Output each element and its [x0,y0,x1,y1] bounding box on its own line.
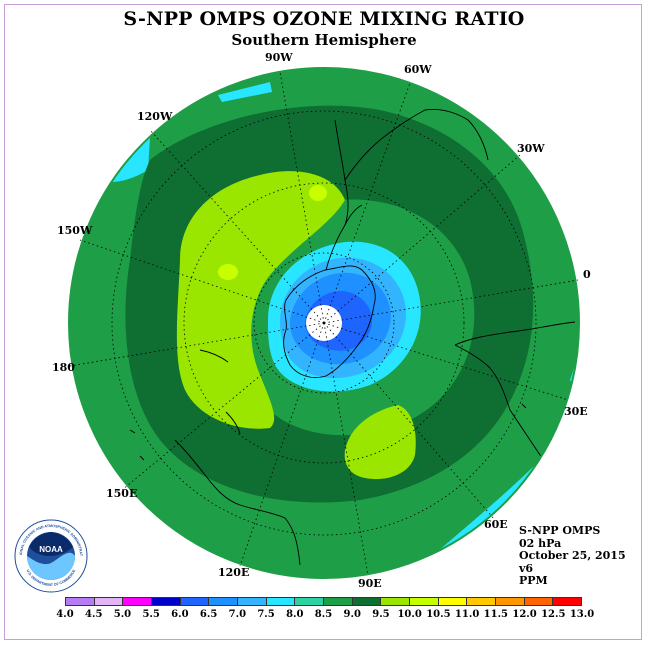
islands [129,403,527,461]
australia-coastline [174,439,301,566]
lon-label-90w: 90W [265,51,293,64]
colorbar-swatch [524,598,554,605]
colorbar-label: 10.5 [426,609,451,620]
map-subtitle: Southern Hemisphere [231,31,417,49]
new-zealand-coastline [199,349,241,435]
lon-label-120w: 120W [137,110,173,123]
colorbar-swatch [66,598,95,605]
lon-label-0: 0 [583,268,591,281]
colorbar-label: 9.5 [372,609,390,620]
colorbar-label: 4.0 [56,609,74,620]
colorbar-label: 9.0 [343,609,361,620]
contour-9-5-b [309,185,327,201]
page-frame [4,4,642,640]
colorbar-label: 12.0 [512,609,537,620]
colorbar-swatch [467,598,497,605]
info-version: v6 [519,561,534,575]
map-border [68,67,580,579]
south-america-coastline [334,109,489,226]
map-info: S-NPP OMPS 02 hPa October 25, 2015 v6 PP… [519,524,626,588]
colorbar-swatch [180,598,210,605]
lon-label-30w: 30W [517,142,545,155]
lon-label-90e: 90E [358,577,382,590]
contour-9-0-west [176,171,345,429]
colorbar-label: 6.0 [171,609,189,620]
lon-label-30e: 30E [564,405,588,418]
colorbar-swatch [266,598,296,605]
noaa-logo-text: NOAA [39,545,63,554]
info-product: S-NPP OMPS [519,524,601,537]
colorbar-swatch [410,598,439,605]
graticule [69,71,579,576]
colorbar-swatch [152,598,181,605]
colorbar-label: 5.0 [113,609,132,620]
lon-label-120e: 120E [218,566,250,579]
colorbar-swatch [94,598,124,605]
colorbar-label: 10.0 [397,609,422,620]
contour-9-5-a [218,264,238,280]
colorbar-label: 4.5 [85,609,103,620]
colorbar-label: 6.5 [199,609,218,620]
colorbar-label: 13.0 [569,609,595,620]
lon-label-60w: 60W [404,63,432,76]
colorbar-swatch [209,598,239,605]
colorbar-label: 12.5 [541,609,566,620]
lon-label-150w: 150W [57,224,93,237]
lon-label-180: 180 [52,361,75,374]
colorbar [65,597,582,606]
colorbar-swatch [553,598,582,605]
contour-cyan-edge-top [218,82,272,102]
colorbar-swatch [324,598,353,605]
colorbar-label: 8.0 [286,609,304,620]
colorbar-label: 8.5 [314,609,333,620]
colorbar-label: 11.0 [454,609,480,620]
noaa-logo: NOAA NATIONAL OCEANIC AND ATMOSPHERIC AD… [14,519,88,593]
contour-9-0-south [344,405,416,480]
colorbar-swatch [352,598,382,605]
lon-label-150e: 150E [106,487,138,500]
colorbar-swatch [381,598,411,605]
info-date: October 25, 2015 [519,549,626,562]
colorbar-label: 11.5 [483,609,509,620]
antarctica-coastline [283,265,376,378]
info-units: PPM [519,574,548,587]
colorbar-swatch [123,598,153,605]
colorbar-label: 7.5 [257,609,275,620]
colorbar-swatch [238,598,267,605]
colorbar-swatch [438,598,468,605]
colorbar-label: 5.5 [142,609,160,620]
map-title: S-NPP OMPS OZONE MIXING RATIO [123,8,525,30]
colorbar-swatch [295,598,325,605]
info-level: 02 hPa [519,536,562,550]
colorbar-label: 7.0 [228,609,247,620]
colorbar-swatch [496,598,525,605]
lon-label-60e: 60E [484,518,508,531]
